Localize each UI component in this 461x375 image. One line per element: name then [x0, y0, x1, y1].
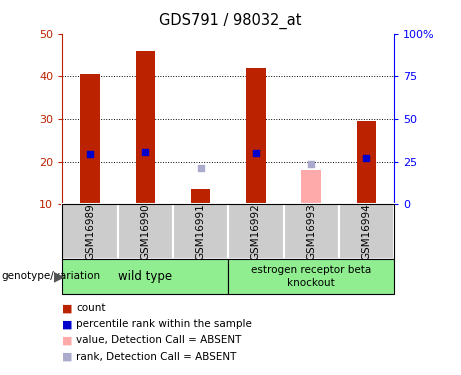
- Text: estrogen receptor beta
knockout: estrogen receptor beta knockout: [251, 266, 371, 288]
- Bar: [357, 121, 376, 204]
- Bar: [136, 51, 155, 204]
- Text: GSM16993: GSM16993: [306, 203, 316, 260]
- Bar: [339, 204, 394, 259]
- Bar: [284, 204, 339, 259]
- Text: rank, Detection Call = ABSENT: rank, Detection Call = ABSENT: [76, 352, 236, 362]
- Point: [142, 149, 149, 155]
- Bar: [80, 74, 100, 204]
- Text: percentile rank within the sample: percentile rank within the sample: [76, 320, 252, 329]
- Bar: [118, 204, 173, 259]
- Bar: [301, 170, 321, 204]
- Text: GSM16991: GSM16991: [195, 203, 206, 260]
- Text: GSM16994: GSM16994: [361, 203, 372, 260]
- Bar: [191, 189, 210, 204]
- Text: ■: ■: [62, 352, 72, 362]
- Point: [197, 165, 204, 171]
- Text: ■: ■: [62, 320, 72, 329]
- Bar: [228, 259, 394, 294]
- Text: GSM16990: GSM16990: [140, 203, 150, 260]
- Bar: [173, 204, 228, 259]
- Text: GSM16989: GSM16989: [85, 203, 95, 260]
- Text: ▶: ▶: [54, 269, 65, 284]
- Text: ■: ■: [62, 336, 72, 345]
- Point: [363, 155, 370, 161]
- Text: value, Detection Call = ABSENT: value, Detection Call = ABSENT: [76, 336, 242, 345]
- Bar: [62, 259, 228, 294]
- Bar: [228, 204, 284, 259]
- Point: [252, 150, 260, 156]
- Point: [86, 151, 94, 157]
- Text: GSM16992: GSM16992: [251, 203, 261, 260]
- Bar: [62, 204, 118, 259]
- Text: GDS791 / 98032_at: GDS791 / 98032_at: [159, 13, 302, 29]
- Point: [307, 161, 315, 167]
- Bar: [246, 68, 266, 204]
- Text: ■: ■: [62, 303, 72, 313]
- Text: wild type: wild type: [118, 270, 172, 283]
- Text: genotype/variation: genotype/variation: [1, 272, 100, 281]
- Text: count: count: [76, 303, 106, 313]
